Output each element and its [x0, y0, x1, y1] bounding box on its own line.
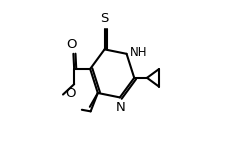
Text: O: O [66, 38, 77, 51]
Text: NH: NH [130, 46, 147, 59]
Text: O: O [65, 87, 75, 100]
Text: S: S [100, 12, 108, 25]
Text: N: N [115, 101, 125, 114]
